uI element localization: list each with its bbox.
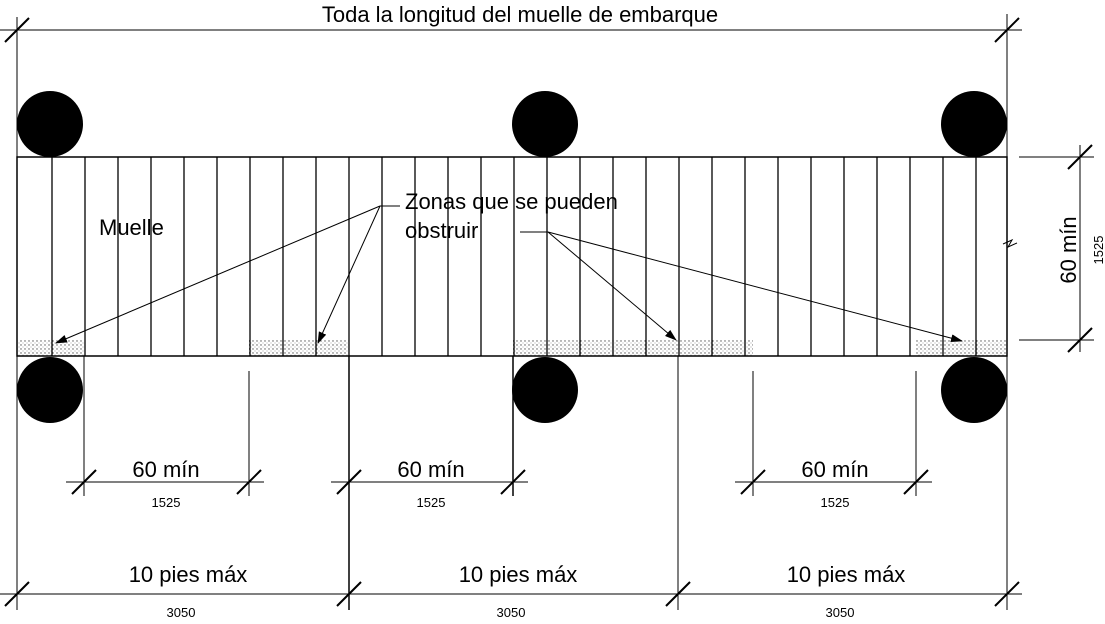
piling bbox=[17, 357, 83, 423]
pilings bbox=[17, 91, 1007, 423]
gap-dimension-metric: 1525 bbox=[417, 495, 446, 510]
dock-width-label: 60 mín bbox=[1056, 216, 1081, 283]
dimension-tick bbox=[71, 469, 97, 495]
spacing-dimension-label: 10 pies máx bbox=[459, 562, 578, 587]
dimension-tick bbox=[236, 469, 262, 495]
leader-arrow bbox=[547, 231, 963, 343]
dimension-tick bbox=[336, 581, 362, 607]
spacing-dimension-metric: 3050 bbox=[497, 605, 526, 619]
dimension-tick bbox=[903, 469, 929, 495]
overall-length-label: Toda la longitud del muelle de embarque bbox=[322, 2, 718, 27]
dock-width-dimension: 60 mín 1525 bbox=[1002, 144, 1105, 353]
obstructable-zone bbox=[916, 340, 1007, 356]
dock-planks bbox=[51, 157, 977, 356]
spacing-dimension-label: 10 pies máx bbox=[129, 562, 248, 587]
dock-outline bbox=[16, 156, 1008, 357]
piling bbox=[941, 357, 1007, 423]
dimension-tick bbox=[4, 17, 30, 43]
gap-dimension-label: 60 mín bbox=[397, 457, 464, 482]
zones-label-line1: Zonas que se pueden bbox=[405, 189, 618, 214]
leader-arrow bbox=[547, 231, 677, 341]
gap-dimension: 60 mín 1525 bbox=[331, 457, 528, 510]
gap-dimension: 60 mín 1525 bbox=[66, 457, 264, 510]
dimension-tick bbox=[740, 469, 766, 495]
dock-label: Muelle bbox=[99, 215, 164, 240]
zones-label-line2: obstruir bbox=[405, 218, 478, 243]
leader-arrow bbox=[55, 205, 381, 344]
piling bbox=[941, 91, 1007, 157]
spacing-dimension-metric: 3050 bbox=[826, 605, 855, 619]
piling bbox=[17, 91, 83, 157]
gap-dimension: 60 mín 1525 bbox=[735, 457, 932, 510]
spacing-dimension-metric: 3050 bbox=[167, 605, 196, 619]
piling bbox=[512, 357, 578, 423]
gap-dimensions: 60 mín 1525 60 mín 1525 60 mín 1525 bbox=[66, 356, 932, 510]
dimension-tick bbox=[4, 581, 30, 607]
gap-dimension-label: 60 mín bbox=[801, 457, 868, 482]
dock-width-metric: 1525 bbox=[1091, 236, 1105, 265]
zones-callout: Zonas que se pueden obstruir bbox=[55, 189, 963, 344]
dock: Muelle bbox=[16, 156, 1008, 357]
break-mark bbox=[1002, 238, 1018, 249]
gap-dimension-metric: 1525 bbox=[152, 495, 181, 510]
obstructable-zones bbox=[17, 340, 1007, 356]
piling bbox=[512, 91, 578, 157]
dimension-tick bbox=[1067, 327, 1093, 353]
leader-arrow bbox=[317, 205, 381, 344]
dimension-tick bbox=[994, 581, 1020, 607]
gap-dimension-label: 60 mín bbox=[132, 457, 199, 482]
dimension-tick bbox=[665, 581, 691, 607]
obstructable-zone bbox=[513, 340, 753, 356]
dimension-tick bbox=[1067, 144, 1093, 170]
overall-length-dimension: Toda la longitud del muelle de embarque bbox=[0, 2, 1022, 157]
spacing-dimension-label: 10 pies máx bbox=[787, 562, 906, 587]
spacing-dimensions: 10 pies máx 3050 10 pies máx 3050 10 pie… bbox=[0, 356, 1022, 620]
gap-dimension-metric: 1525 bbox=[821, 495, 850, 510]
dimension-tick bbox=[994, 17, 1020, 43]
obstructable-zone bbox=[249, 340, 349, 356]
obstructable-zone bbox=[17, 340, 84, 356]
